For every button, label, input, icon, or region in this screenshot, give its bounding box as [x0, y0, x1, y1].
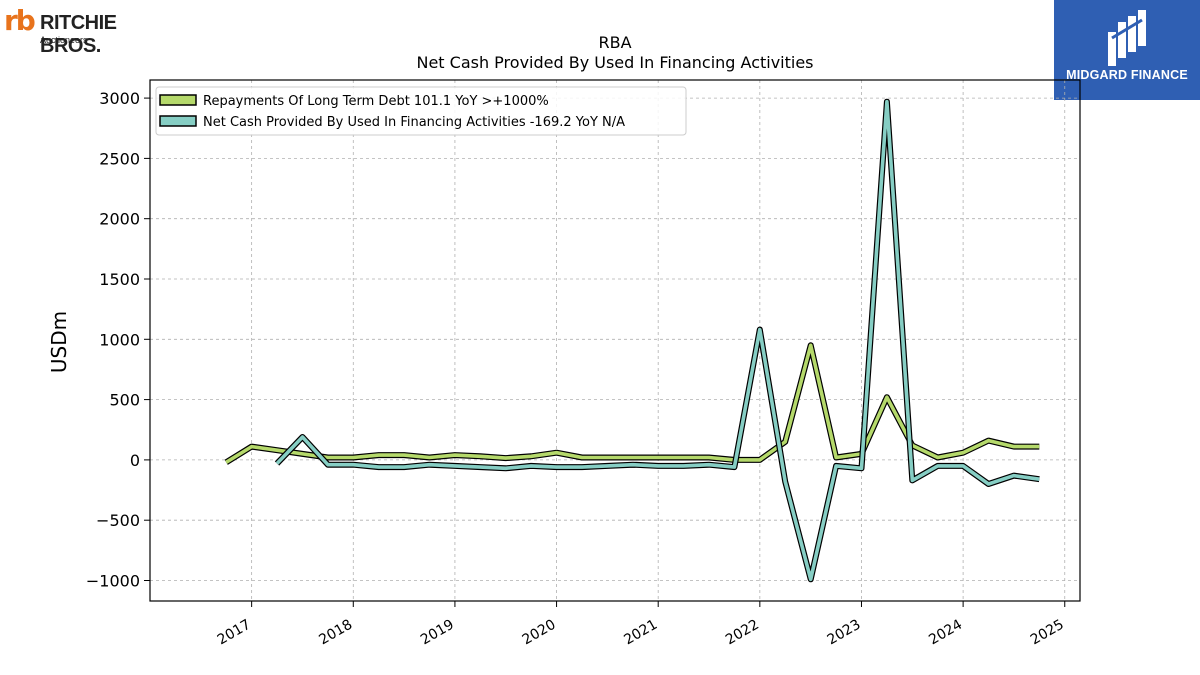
x-tick-label: 2019 — [418, 617, 457, 649]
legend-box — [155, 86, 687, 136]
x-tick-label: 2018 — [316, 617, 355, 649]
series-line-1 — [275, 99, 1040, 582]
y-axis: 3000 2500 2000 1500 1000 500 0 −500 −1000 — [86, 89, 150, 590]
y-tick-label: −1000 — [86, 571, 140, 590]
chart-subtitle: Net Cash Provided By Used In Financing A… — [416, 53, 813, 72]
x-tick-label: 2022 — [723, 617, 762, 649]
chart-title: RBA — [598, 33, 631, 52]
series-line-0 — [225, 343, 1040, 464]
y-tick-label: 1500 — [99, 270, 140, 289]
y-tick-label: 3000 — [99, 89, 140, 108]
series-outline-0 — [224, 342, 1040, 465]
midgard-finance-name: MIDGARD FINANCE — [1066, 68, 1188, 82]
midgard-m-icon — [1108, 10, 1146, 66]
y-tick-label: 1000 — [99, 330, 140, 349]
x-tick-label: 2020 — [520, 617, 559, 649]
legend-swatch-1 — [159, 115, 197, 127]
midgard-finance-logo: MIDGARD FINANCE — [1054, 0, 1200, 100]
x-tick-label: 2021 — [621, 617, 660, 649]
ritchie-bros-subtitle: Auctioneers — [40, 35, 88, 45]
legend-label-1: Net Cash Provided By Used In Financing A… — [203, 115, 625, 130]
y-tick-label: 2000 — [99, 210, 140, 229]
grid-lines — [150, 80, 1080, 601]
ritchie-bros-logo: rb RITCHIE BROS. Auctioneers — [4, 4, 179, 57]
legend: Repayments Of Long Term Debt 101.1 YoY >… — [155, 86, 687, 136]
y-tick-label: −500 — [96, 511, 140, 530]
x-tick-label: 2023 — [825, 617, 864, 649]
x-tick-label: 2024 — [926, 617, 965, 649]
y-tick-label: 2500 — [99, 149, 140, 168]
ritchie-bros-name: RITCHIE BROS. — [40, 12, 117, 57]
legend-swatch-0 — [159, 94, 197, 106]
y-axis-label: USDm — [47, 311, 71, 373]
plot-frame — [149, 79, 1081, 602]
legend-label-0: Repayments Of Long Term Debt 101.1 YoY >… — [203, 94, 549, 109]
x-axis: 2017 2018 2019 2020 2021 2022 2023 2024 2025 — [215, 601, 1067, 648]
rb-logo-mark: rb — [4, 4, 36, 37]
y-tick-label: 0 — [130, 451, 140, 470]
x-tick-label: 2025 — [1028, 617, 1067, 649]
x-tick-label: 2017 — [215, 617, 254, 649]
series-layer — [224, 98, 1040, 583]
y-tick-label: 500 — [109, 391, 140, 410]
